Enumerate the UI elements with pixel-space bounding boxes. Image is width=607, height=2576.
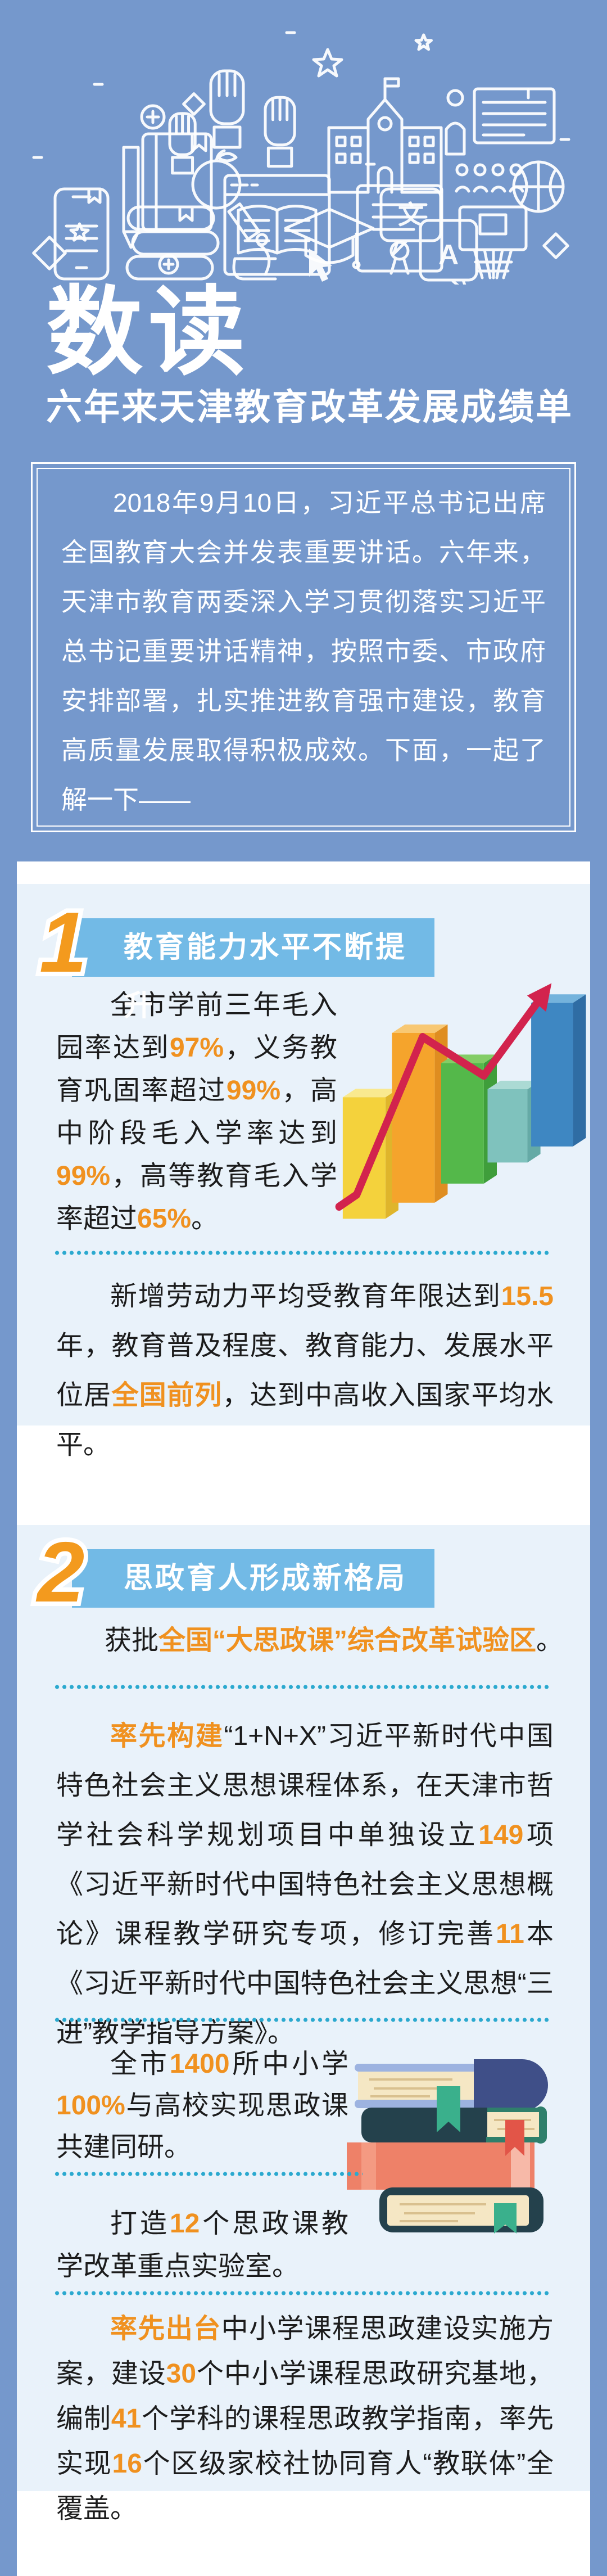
cursor-icon — [309, 249, 332, 282]
book-bottom — [379, 2187, 543, 2234]
bar-blue — [531, 994, 586, 1147]
browser-open-book-icon — [225, 175, 332, 282]
section-card-1: 1 教育能力水平不断提升 全市学前三年毛入园率达到97%，义务教育巩固率超过99… — [17, 884, 590, 1460]
page-subtitle: 六年来天津教育改革发展成绩单 — [46, 387, 573, 427]
right-side-column — [590, 861, 607, 2576]
raised-hand-icon — [265, 97, 295, 166]
labs-paragraph: 打造12个思政课教学改革重点实验室。 — [56, 2209, 348, 2281]
smartphone-icon — [55, 189, 108, 279]
chat-bubble-latin-glyph: A — [438, 239, 459, 270]
pilot-zone-paragraph: 获批全国“大思政课”综合改革试验区。 — [105, 1626, 564, 1655]
section-number: 2 — [37, 1530, 85, 1615]
dotted-divider-short — [53, 2172, 363, 2176]
plus-circle-icon — [160, 255, 178, 273]
labor-force-paragraph: 新增劳动力平均受教育年限达到15.5年，教育普及程度、教育能力、发展水平位居全国… — [56, 1282, 554, 1460]
curriculum-system-paragraph: 率先构建“1+N+X”习近平新时代中国特色社会主义思想课程体系，在天津市哲学社会… — [56, 1721, 554, 2048]
microscope-icon — [229, 204, 275, 279]
star-icon — [314, 49, 342, 76]
graduation-cap-icon — [286, 209, 373, 268]
pencil-icon — [124, 147, 138, 247]
bar-chart-illustration — [335, 983, 586, 1219]
education-icons-illustration: 文 A — [22, 19, 585, 285]
book-stack-icon — [127, 207, 218, 279]
bookmark-green — [437, 2086, 460, 2132]
left-side-column — [0, 861, 17, 2576]
book-stack-illustration — [347, 2059, 548, 2234]
book-orange — [347, 2142, 534, 2199]
dotted-divider — [53, 2291, 551, 2295]
person-presentation-icon — [446, 89, 554, 154]
chat-bubble-cjk-glyph: 文 — [398, 200, 424, 229]
dotted-divider — [53, 2018, 551, 2022]
dotted-divider — [53, 1685, 551, 1689]
star-icon — [71, 224, 88, 240]
rising-arrow-icon — [335, 983, 552, 1211]
notebook-icon — [143, 134, 211, 231]
banner: 文 A — [0, 0, 607, 861]
bar-teal — [487, 1080, 541, 1163]
intro-paragraph: 2018年9月10日，习近平总书记出席全国教育大会并发表重要讲话。六年来，天津市… — [61, 488, 546, 814]
basketball-hoop-icon — [460, 207, 526, 278]
diamond-icon — [34, 237, 66, 269]
dotted-divider — [53, 1251, 551, 1255]
section-number: 1 — [39, 900, 87, 985]
school-building-icon — [329, 79, 441, 192]
implementation-paragraph: 率先出台中小学课程思政建设实施方案，建设30个中小学课程思政研究基地，编制41个… — [56, 2314, 554, 2524]
plus-circle-icon — [142, 106, 164, 128]
apple-icon — [193, 151, 240, 208]
raised-hand-icon — [211, 71, 243, 147]
page-title: 数读 — [46, 278, 251, 386]
intro-box-inner-border: 2018年9月10日，习近平总书记出席全国教育大会并发表重要讲话。六年来，天津市… — [37, 468, 570, 827]
book-navy — [355, 2059, 548, 2111]
intro-box: 2018年9月10日，习近平总书记出席全国教育大会并发表重要讲话。六年来，天津市… — [31, 462, 576, 832]
star-icon — [416, 35, 432, 49]
stats-paragraph: 全市学前三年毛入园率达到97%，义务教育巩固率超过99%，高中阶段毛入学率达到9… — [56, 990, 337, 1234]
bookmark-red — [505, 2120, 524, 2156]
diamond-icon — [184, 94, 205, 115]
basketball-icon — [514, 162, 563, 211]
schools-paragraph: 全市1400所中小学100%与高校实现思政课共建同研。 — [56, 2049, 348, 2162]
section-card-2: 2 思政育人形成新格局 获批全国“大思政课”综合改革试验区。 率先构建“1+N+… — [17, 1525, 590, 2524]
section-title-bar: 思政育人形成新格局 — [72, 1549, 434, 1608]
section-title-bar: 教育能力水平不断提升 — [72, 918, 434, 1022]
sparkle-icon — [34, 33, 569, 164]
diamond-icon — [544, 234, 568, 258]
